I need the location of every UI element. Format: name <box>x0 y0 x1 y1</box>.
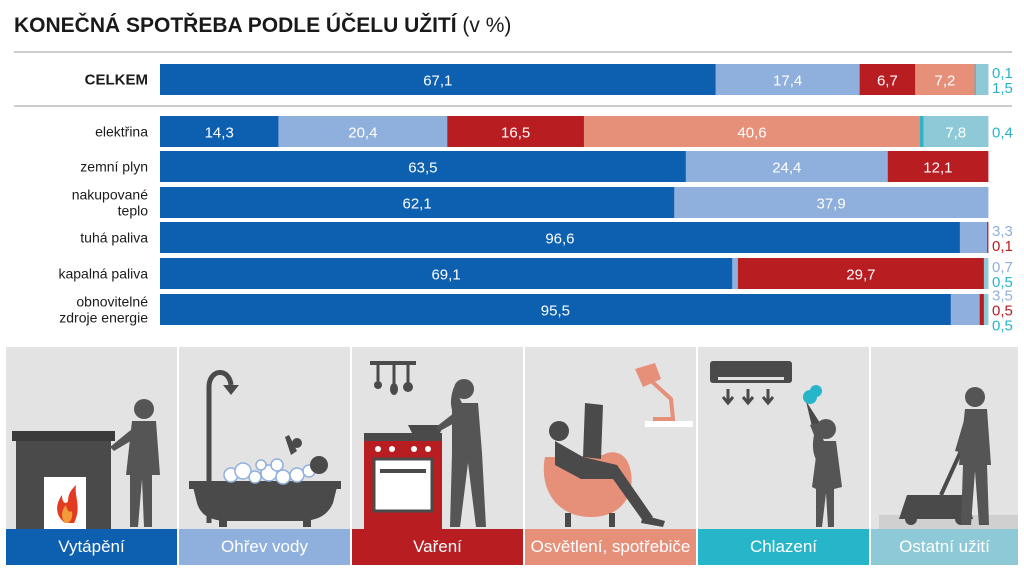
bar-cooking-1 <box>447 116 585 147</box>
data-label-lighting-1: 40,6 <box>737 125 766 142</box>
category-label-2: zemní plyn <box>80 159 148 175</box>
category-label-0: CELKEM <box>85 72 148 89</box>
bar-water-6 <box>950 294 981 325</box>
data-label-water-0: 17,4 <box>773 73 802 90</box>
legend-label-heating: Vytápění <box>6 529 177 565</box>
bar-heating-4 <box>160 222 961 253</box>
legend-panel-other: Ostatní užití <box>871 347 1018 565</box>
data-label-cooking-5: 29,7 <box>846 267 875 284</box>
data-label-water-2: 24,4 <box>772 160 801 177</box>
data-label-lighting-0: 7,2 <box>935 73 956 90</box>
bar-cooking-5 <box>737 258 985 289</box>
data-label-heating-2: 63,5 <box>408 160 437 177</box>
bar-lighting-1 <box>583 116 921 147</box>
bar-water-3 <box>674 187 989 218</box>
bar-heating-6 <box>160 294 952 325</box>
data-label-water-6: 3,5 <box>992 288 1013 305</box>
legend-panel-cooling: Chlazení <box>698 347 869 565</box>
data-label-heating-0: 67,1 <box>423 73 452 90</box>
data-label-cooking-1: 16,5 <box>501 125 530 142</box>
data-label-other-6: 0,5 <box>992 318 1013 335</box>
data-label-other-1: 7,8 <box>945 125 966 142</box>
bar-heating-0 <box>160 64 716 95</box>
data-label-other-5: 0,5 <box>992 274 1013 291</box>
legend-panel-cooking: Vaření <box>352 347 523 565</box>
bar-other-6 <box>983 294 989 325</box>
data-label-cooking-4: 0,1 <box>992 238 1013 255</box>
bar-water-5 <box>732 258 739 289</box>
title-unit: (v %) <box>462 14 512 37</box>
bar-cooling-1 <box>920 116 924 147</box>
legend-panel-lighting: Osvětlení, spotřebiče <box>525 347 696 565</box>
data-label-heating-1: 14,3 <box>205 125 234 142</box>
reading-lamp-icon <box>543 363 693 527</box>
category-label-3: nakupované <box>72 187 149 203</box>
data-label-heating-3: 62,1 <box>402 196 431 213</box>
bar-cooking-4 <box>987 222 989 253</box>
bar-water-1 <box>278 116 448 147</box>
bar-water-4 <box>959 222 988 253</box>
bar-cooking-6 <box>979 294 985 325</box>
legend-label-lighting: Osvětlení, spotřebiče <box>525 529 696 565</box>
page-title: KONEČNÁ SPOTŘEBA PODLE ÚČELU UŽITÍ (v %) <box>14 14 511 38</box>
legend-panel-heating: Vytápění <box>6 347 177 565</box>
legend-label-cooling: Chlazení <box>698 529 869 565</box>
data-label-cooking-0: 6,7 <box>877 73 898 90</box>
data-label-heating-6: 95,5 <box>541 303 570 320</box>
bar-heating-5 <box>160 258 733 289</box>
data-label-water-1: 20,4 <box>348 125 377 142</box>
fireplace-person-icon <box>12 399 160 529</box>
category-label-6: obnovitelné <box>76 294 148 310</box>
lawn-mower-icon <box>879 387 1018 529</box>
bar-water-0 <box>715 64 861 95</box>
legend-label-other: Ostatní užití <box>871 529 1018 565</box>
bar-cooking-2 <box>887 151 989 182</box>
category-label-1: elektřina <box>95 124 148 140</box>
bar-other-0 <box>975 64 989 95</box>
bar-heating-2 <box>160 151 687 182</box>
data-label-water-5: 0,7 <box>992 259 1013 276</box>
category-label-4: tuhá paliva <box>80 230 148 246</box>
bar-heating-1 <box>160 116 279 147</box>
legend-panels: Vytápění Ohřev vody <box>6 347 1018 565</box>
category-label-3: teplo <box>118 203 149 219</box>
data-label-water-3: 37,9 <box>816 196 845 213</box>
bar-water-2 <box>685 151 889 182</box>
category-label-6: zdroje energie <box>59 310 148 326</box>
bar-heating-3 <box>160 187 675 218</box>
legend-panel-water: Ohřev vody <box>179 347 350 565</box>
air-conditioner-icon <box>710 361 842 527</box>
bar-other-5 <box>983 258 989 289</box>
bathtub-icon <box>189 370 341 527</box>
data-label-water-4: 3,3 <box>992 223 1013 240</box>
legend-label-cooking: Vaření <box>352 529 523 565</box>
bar-other-1 <box>923 116 989 147</box>
stove-cooking-icon <box>364 361 486 529</box>
category-label-5: kapalná paliva <box>58 266 148 282</box>
bar-cooling-0 <box>974 64 976 95</box>
data-label-heating-5: 69,1 <box>431 267 460 284</box>
bar-cooking-0 <box>859 64 916 95</box>
data-label-heating-4: 96,6 <box>545 231 574 248</box>
title-text: KONEČNÁ SPOTŘEBA PODLE ÚČELU UŽITÍ <box>14 14 457 37</box>
data-label-cooling-0: 0,1 <box>992 65 1013 82</box>
bar-lighting-0 <box>915 64 976 95</box>
data-label-cooking-6: 0,5 <box>992 303 1013 320</box>
stacked-bar-chart: CELKEM elektřina zemní plyn nakupovanéteplo… <box>14 51 1013 335</box>
legend-label-water: Ohřev vody <box>179 529 350 565</box>
data-label-other-0: 1,5 <box>992 80 1013 97</box>
data-label-cooling-1: 0,4 <box>992 125 1013 142</box>
data-label-cooking-2: 12,1 <box>923 160 952 177</box>
